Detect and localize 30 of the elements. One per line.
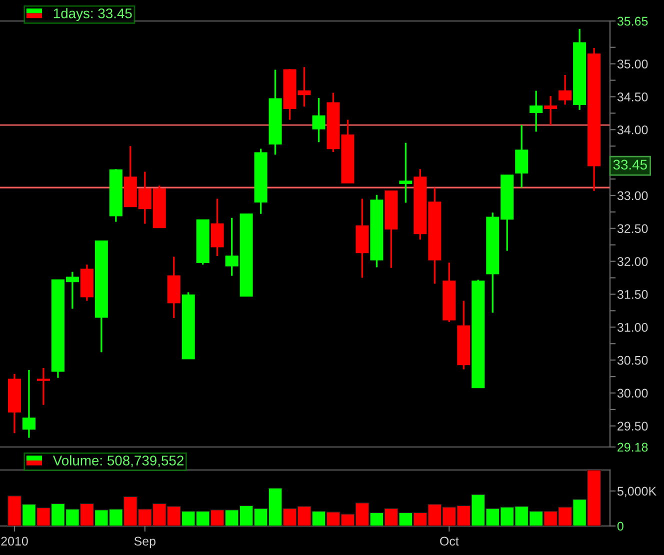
candlestick [36,367,50,406]
y-tick-label: 31.00 [617,322,648,332]
candlestick [515,124,528,188]
y-tick-label: 35.65 [617,16,648,26]
y-tick-label: 0 [617,522,624,531]
x-tick-label: 2010 [1,536,28,546]
text: 33.45 [613,160,647,170]
y-tick-label: 32.50 [617,224,648,234]
candlestick [312,97,326,143]
y-tick-label: 32.00 [617,257,648,266]
candlestick [558,74,572,106]
y-tick-label: 5,000K [617,486,656,498]
legend-label: 1days: 33.45 [54,8,132,22]
candlestick [544,95,558,126]
y-tick-label: 30.00 [617,388,648,398]
y-tick-label: 30.50 [617,356,648,365]
y-tick-label: 35.00 [617,60,648,68]
legend-label: Volume: 508,739,552 [52,455,184,468]
x-tick-label: Sep [134,536,156,548]
candlestick [399,142,412,204]
y-tick-label: 31.50 [617,290,648,299]
candlestick [22,369,36,439]
y-tick-label: 29.18 [618,442,648,452]
candlestick [210,198,224,257]
x-tick-label: Oct [440,536,459,546]
y-tick-label: 33.00 [617,191,648,200]
y-tick-label: 34.50 [617,92,648,102]
candlestick [530,90,543,132]
y-tick-label: 34.00 [617,125,648,134]
y-tick-label: 29.50 [618,422,648,431]
